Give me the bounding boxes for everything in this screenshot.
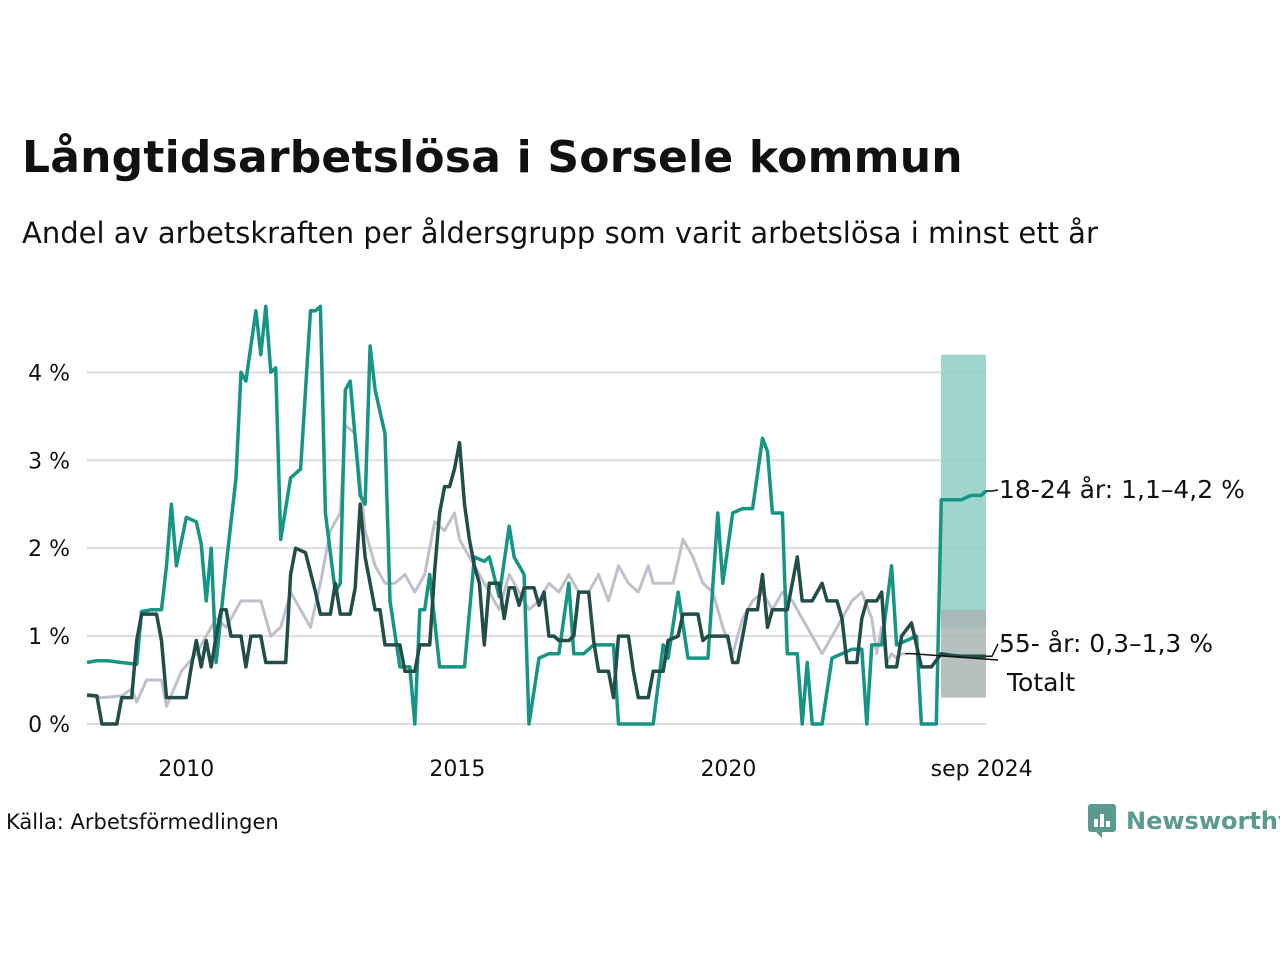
x-tick-label: sep 2024 <box>931 757 1033 782</box>
y-tick-label: 2 % <box>28 537 70 562</box>
range-band <box>941 354 986 628</box>
y-tick-label: 3 % <box>28 449 70 474</box>
brand-logo[interactable]: Newsworthy <box>1088 803 1280 839</box>
y-axis: 0 % 1 % 2 % 3 % 4 % <box>28 361 70 738</box>
series-line <box>86 440 986 726</box>
source-note: Källa: Arbetsförmedlingen <box>6 810 279 834</box>
chart-subtitle: Andel av arbetskraften per åldersgrupp s… <box>22 216 1098 250</box>
range-bands <box>941 354 986 698</box>
series-end-label: Totalt <box>1006 668 1075 697</box>
series-lines <box>86 304 988 726</box>
label-leader <box>986 489 999 492</box>
chart-title: Långtidsarbetslösa i Sorsele kommun <box>22 132 963 183</box>
label-leader <box>986 643 999 658</box>
x-axis: 2010 2015 2020 sep 2024 <box>158 757 1032 782</box>
brand-name: Newsworthy <box>1126 807 1280 835</box>
bar-chart-icon <box>1088 804 1116 838</box>
series-line <box>86 304 988 726</box>
x-tick-label: 2015 <box>429 757 485 782</box>
y-tick-label: 1 % <box>28 625 70 650</box>
label-leader <box>905 652 999 661</box>
series-end-label: 55- år: 0,3–1,3 % <box>999 629 1213 658</box>
x-tick-label: 2010 <box>158 757 214 782</box>
end-labels: Totalt 18-24 år: 1,1–4,2 % 55- år: 0,3–1,3… <box>905 475 1245 697</box>
series-end-label: 18-24 år: 1,1–4,2 % <box>999 475 1245 504</box>
y-tick-label: 0 % <box>28 713 70 738</box>
y-tick-label: 4 % <box>28 361 70 386</box>
x-tick-label: 2020 <box>700 757 756 782</box>
